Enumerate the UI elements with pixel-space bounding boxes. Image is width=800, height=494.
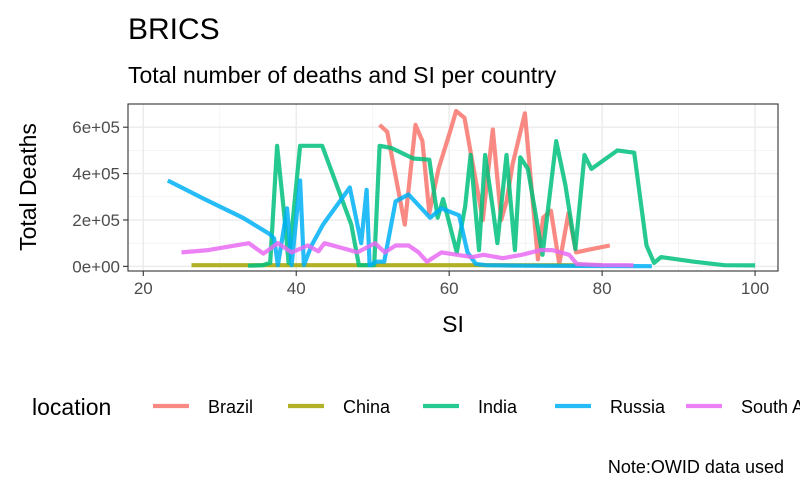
legend-title: location	[32, 394, 111, 420]
legend-label-brazil: Brazil	[208, 397, 253, 417]
x-axis-title: SI	[442, 311, 464, 337]
y-axis: 0e+00 2e+05 4e+05 6e+05	[72, 118, 128, 276]
plot-border	[127, 103, 779, 272]
caption: Note:OWID data used	[608, 457, 784, 477]
legend-label-south-africa: South Africa	[741, 397, 800, 417]
series-lines	[166, 108, 756, 269]
y-tick-label: 2e+05	[72, 211, 120, 230]
series-line-south-africa	[181, 241, 634, 268]
series-line-india	[248, 139, 756, 268]
x-axis: 20 40 60 80 100	[134, 271, 769, 298]
series-line-russia	[166, 178, 652, 269]
y-tick-label: 0e+00	[72, 257, 120, 276]
x-tick-label: 100	[741, 279, 769, 298]
chart-title: BRICS	[128, 13, 220, 46]
x-tick-label: 60	[440, 279, 459, 298]
x-tick-label: 20	[134, 279, 153, 298]
legend-label-china: China	[343, 397, 391, 417]
legend-label-russia: Russia	[610, 397, 666, 417]
legend-label-india: India	[478, 397, 518, 417]
y-tick-label: 4e+05	[72, 165, 120, 184]
legend: location Brazil China India Russia South Afr…	[32, 394, 800, 420]
y-axis-title: Total Deaths	[15, 123, 41, 251]
y-tick-label: 6e+05	[72, 118, 120, 137]
series-line-brazil	[378, 108, 611, 267]
x-tick-label: 40	[287, 279, 306, 298]
chart-subtitle: Total number of deaths and SI per countr…	[128, 62, 557, 88]
x-tick-label: 80	[593, 279, 612, 298]
